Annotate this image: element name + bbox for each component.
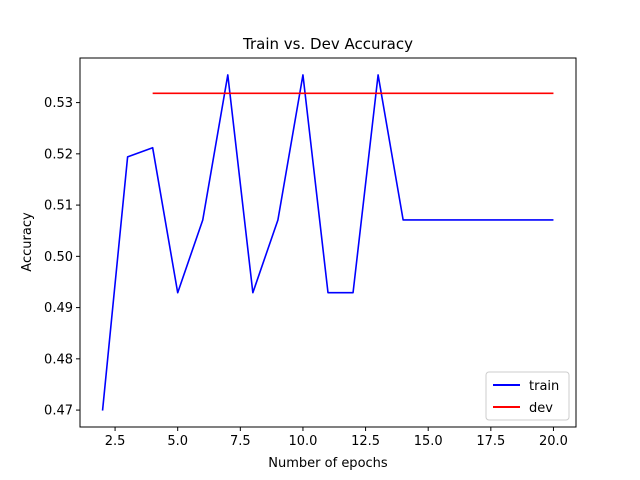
y-tick-label: 0.49	[44, 301, 73, 316]
y-tick-label: 0.51	[44, 199, 73, 214]
y-axis-label: Accuracy	[20, 212, 35, 272]
chart-title: Train vs. Dev Accuracy	[242, 35, 413, 53]
x-tick-label: 5.0	[167, 434, 188, 449]
x-tick-label: 15.0	[414, 434, 443, 449]
y-tick-label: 0.52	[44, 147, 73, 162]
x-axis-label: Number of epochs	[268, 456, 388, 471]
y-tick-label: 0.50	[44, 250, 73, 265]
y-tick-label: 0.53	[44, 96, 73, 111]
legend: train dev	[485, 371, 570, 421]
series-line-train	[101, 74, 554, 411]
legend-label-train: train	[529, 379, 559, 394]
plot-frame	[79, 57, 577, 428]
legend-label-dev: dev	[529, 401, 553, 416]
x-axis-ticks: 2.5 5.0 7.5 10.0 12.5 15.0 17.5 20.0	[105, 427, 568, 449]
x-tick-label: 10.0	[288, 434, 317, 449]
x-tick-label: 20.0	[539, 434, 568, 449]
plot-area	[80, 58, 576, 427]
y-tick-label: 0.48	[44, 352, 73, 367]
y-tick-label: 0.47	[44, 404, 73, 419]
x-tick-label: 2.5	[105, 434, 126, 449]
series-layer	[101, 74, 554, 411]
x-tick-label: 17.5	[476, 434, 505, 449]
x-tick-label: 7.5	[230, 434, 251, 449]
x-tick-label: 12.5	[351, 434, 380, 449]
y-axis-ticks: 0.47 0.48 0.49 0.50 0.51 0.52 0.53	[44, 96, 80, 419]
